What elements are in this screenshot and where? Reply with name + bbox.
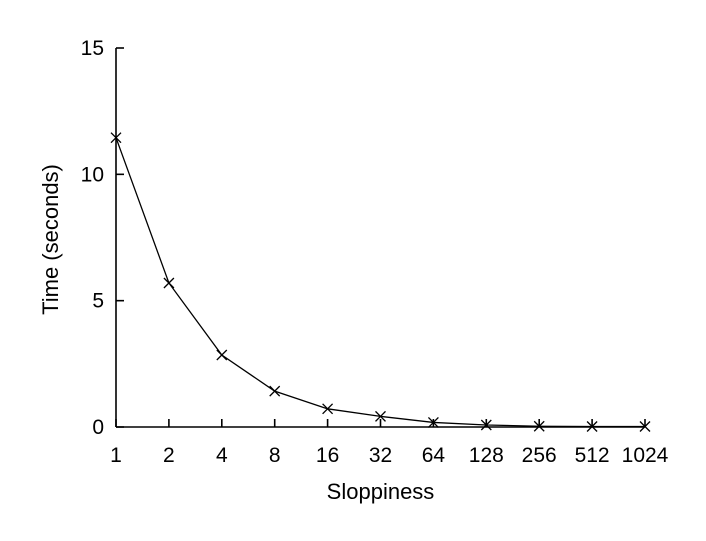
data-point-64 (427, 416, 439, 428)
y-ticks: 0 5 10 15 (81, 37, 124, 439)
x-tick-label-8: 8 (269, 444, 281, 467)
y-tick-label-10: 10 (81, 163, 104, 186)
y-tick-label-5: 5 (92, 290, 104, 313)
x-tick-label-512: 512 (575, 444, 610, 467)
x-tick-label-2: 2 (163, 444, 175, 467)
x-tick-label-64: 64 (422, 444, 446, 467)
x-tick-label-32: 32 (369, 444, 392, 467)
data-point-8 (269, 385, 281, 397)
data-point-4 (216, 349, 228, 361)
axes (115, 48, 645, 428)
x-tick-label-16: 16 (316, 444, 339, 467)
data-point-128 (480, 419, 492, 431)
data-point-1 (110, 132, 122, 144)
y-tick-label-0: 0 (92, 416, 104, 439)
x-tick-label-4: 4 (216, 444, 228, 467)
x-tick-label-1: 1 (110, 444, 122, 467)
data-point-16 (322, 403, 334, 415)
y-axis-title: Time (seconds) (38, 164, 63, 315)
data-point-1024 (639, 421, 651, 432)
data-point-2 (163, 277, 175, 289)
x-axis-title: Sloppiness (327, 479, 435, 504)
x-ticks: 1 2 4 8 16 32 64 128 256 512 1024 (110, 419, 669, 467)
data-point-256 (533, 420, 545, 432)
x-tick-label-128: 128 (469, 444, 504, 467)
y-tick-label-15: 15 (81, 37, 104, 60)
x-tick-label-256: 256 (522, 444, 557, 467)
data-point-32 (375, 410, 386, 422)
data-point-512 (586, 421, 598, 432)
x-tick-label-1024: 1024 (622, 444, 669, 467)
series-group (110, 132, 651, 432)
series-line-0 (115, 137, 645, 428)
